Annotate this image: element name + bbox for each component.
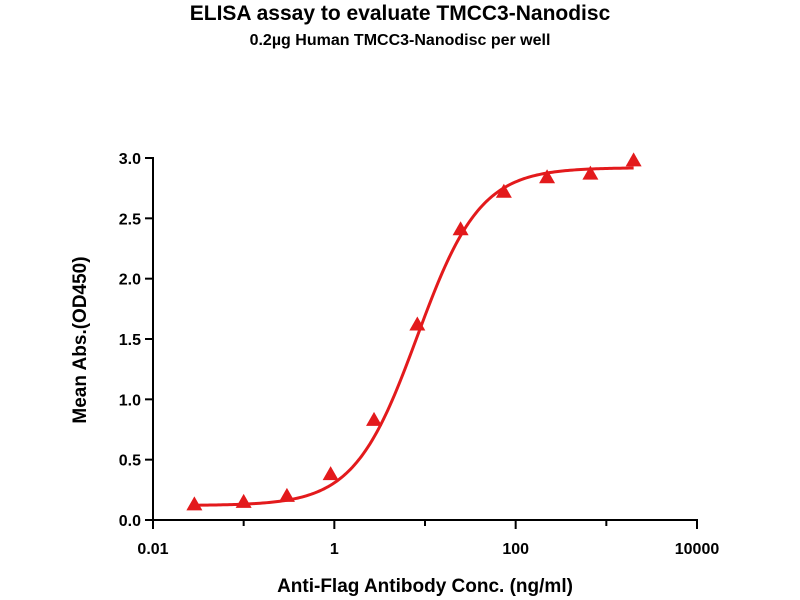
data-point <box>452 221 469 236</box>
y-tick-label: 3.0 <box>119 151 141 168</box>
data-point <box>409 316 426 331</box>
data-point <box>278 487 295 502</box>
data-point <box>186 496 203 511</box>
y-tick-label: 0.5 <box>119 453 141 470</box>
data-point <box>539 169 556 184</box>
y-tick-label: 1.0 <box>119 392 141 409</box>
x-tick-label: 0.01 <box>137 541 168 558</box>
x-tick-label: 100 <box>502 541 529 558</box>
fit-curve <box>194 166 634 507</box>
data-point <box>625 152 642 167</box>
x-tick-label: 10000 <box>675 541 720 558</box>
y-tick-label: 1.5 <box>119 332 141 349</box>
chart-title: ELISA assay to evaluate TMCC3-Nanodisc <box>189 2 611 25</box>
axes: 0.0 0.5 1.0 1.5 2.0 2.5 3.0 0.01 1 100 10000 <box>119 151 720 558</box>
y-tick-label: 0.0 <box>119 513 141 530</box>
x-axis-label: Anti-Flag Antibody Conc. (ng/ml) <box>277 576 573 597</box>
data-point <box>322 466 339 481</box>
data-points-layer <box>186 152 642 511</box>
x-tick-label: 1 <box>330 541 339 558</box>
data-point <box>495 183 512 198</box>
data-point <box>235 493 252 508</box>
y-tick-label: 2.0 <box>119 272 141 289</box>
y-tick-label: 2.5 <box>119 211 141 228</box>
y-axis-label: Mean Abs.(OD450) <box>70 256 91 423</box>
data-point <box>582 165 599 180</box>
data-point <box>366 411 383 426</box>
fit-curve-layer <box>194 166 634 507</box>
chart-subtitle: 0.2µg Human TMCC3-Nanodisc per well <box>249 32 551 49</box>
